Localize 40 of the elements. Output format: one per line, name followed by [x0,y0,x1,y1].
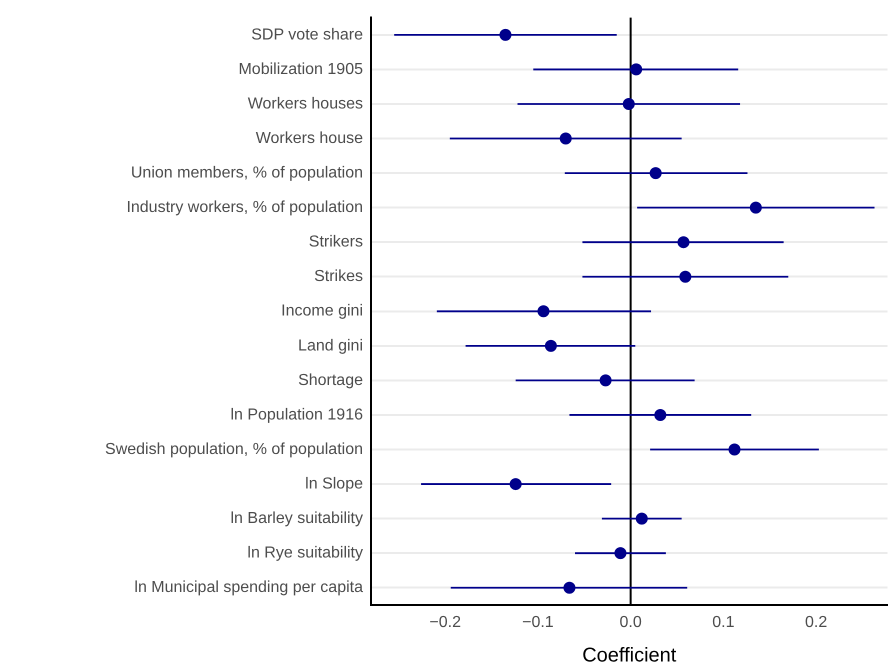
y-tick-label: SDP vote share [251,26,364,44]
y-tick-label: Mobilization 1905 [238,60,364,78]
y-tick-label: Union members, % of population [130,164,363,182]
point [499,28,512,41]
x-tick-label: 0.2 [804,614,828,632]
y-tick-label: ln Rye suitability [247,544,363,562]
x-tick-label: −0.2 [429,614,462,632]
y-tick-label: ln Municipal spending per capita [134,579,364,596]
point [560,132,572,145]
point [622,98,635,110]
y-tick-label: Strikers [308,234,363,251]
y-tick-label: ln Barley suitability [230,510,363,528]
point [679,270,692,283]
point [630,63,642,76]
point [544,340,557,352]
x-tick-label: 0.0 [620,614,642,632]
y-tick-label: Workers house [256,130,364,147]
y-tick-label: Swedish population, % of population [105,440,363,458]
point [750,202,762,214]
point [600,374,612,386]
y-tick-label: Industry workers, % of population [126,199,363,216]
y-tick-label: Land gini [298,337,363,354]
point [654,408,666,421]
point [636,512,648,525]
x-tick-label: 0.1 [712,614,735,632]
point [728,444,740,456]
y-tick-label: Shortage [298,372,364,389]
point [510,478,522,490]
point [650,167,662,180]
point [677,236,690,248]
y-tick-label: ln Population 1916 [230,406,364,424]
point [537,305,550,318]
point [563,582,576,594]
point [614,547,626,560]
x-tick-label: −0.1 [522,614,554,632]
y-tick-label: ln Slope [305,475,364,492]
y-tick-label: Income gini [281,302,363,320]
x-axis-title: Coefficient [582,644,677,667]
y-tick-label: Strikes [314,268,363,286]
y-tick-label: Workers houses [248,95,363,112]
